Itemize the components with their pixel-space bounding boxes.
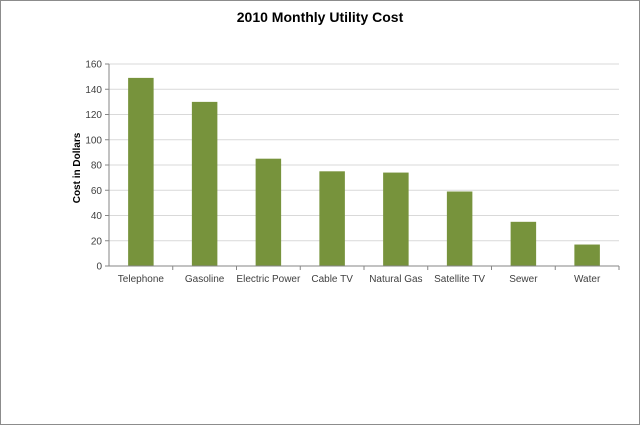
bar xyxy=(574,244,600,266)
bar xyxy=(319,171,345,266)
bar xyxy=(383,172,409,266)
x-tick-label: Telephone xyxy=(118,274,165,285)
x-tick-label: Cable TV xyxy=(311,274,353,285)
x-tick-label: Water xyxy=(574,274,601,285)
y-tick-label: 120 xyxy=(85,110,102,121)
y-tick-label: 40 xyxy=(91,211,103,222)
tick-labels: 0 20 40 60 80 100 120 140 160 Telephone Gasoline El… xyxy=(85,60,601,286)
chart-title: 2010 Monthly Utility Cost xyxy=(236,9,404,25)
x-tick-label: Gasoline xyxy=(185,274,225,285)
bar xyxy=(446,191,473,266)
y-tick-label: 100 xyxy=(85,135,102,146)
y-tick-label: 80 xyxy=(91,161,103,172)
x-tick-label: Natural Gas xyxy=(369,274,422,285)
y-tick-label: 20 xyxy=(91,236,103,247)
y-tick-label: 140 xyxy=(85,85,102,96)
gridlines xyxy=(109,63,619,242)
bar xyxy=(255,158,282,266)
bar xyxy=(510,221,537,266)
axes xyxy=(105,63,620,270)
x-tick-label: Sewer xyxy=(509,274,538,285)
y-axis-label: Cost in Dollars xyxy=(72,132,83,203)
bar xyxy=(128,77,154,266)
y-tick-label: 60 xyxy=(91,186,103,197)
x-tick-label: Satellite TV xyxy=(434,274,485,285)
bar xyxy=(191,101,218,266)
y-tick-label: 160 xyxy=(85,60,102,71)
x-tick-label: Electric Power xyxy=(236,274,301,285)
y-tick-label: 0 xyxy=(96,262,102,273)
bars xyxy=(128,77,600,266)
